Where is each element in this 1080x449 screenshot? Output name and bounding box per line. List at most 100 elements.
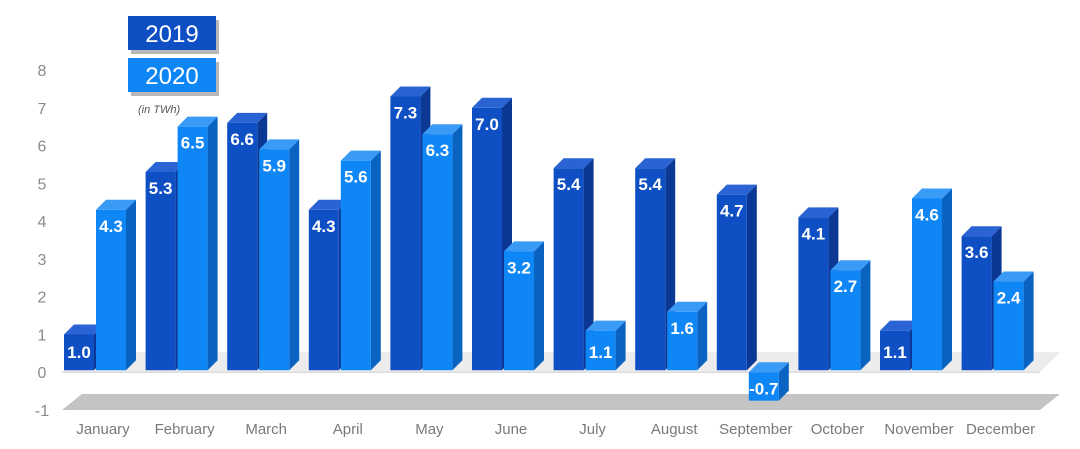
data-label: 4.3 [99,217,123,236]
data-label: 6.5 [181,134,205,153]
bar-top [667,301,708,312]
bar-top [177,116,218,127]
y-tick-label: 7 [38,101,47,118]
bar-front [504,251,534,371]
bar: 1.6 [667,301,708,371]
bar: 5.4 [635,158,676,371]
data-label: 5.6 [344,168,368,187]
bar-front [667,311,698,371]
bar: 4.3 [96,199,136,371]
bar-top [585,320,626,331]
data-label: 3.6 [965,243,989,262]
bar-front [64,334,94,371]
bar-front [308,209,339,371]
data-label: 7.3 [394,103,418,122]
bar-side [207,116,218,371]
bar: -0.7 [748,362,789,401]
x-tick-label: May [415,421,444,438]
bar-top [390,86,431,97]
bar-top [880,320,920,331]
bar-side [942,188,952,371]
y-tick-label: 1 [38,327,47,344]
data-label: 1.0 [67,343,91,362]
y-axis: -1 0 1 2 3 4 5 6 7 8 [35,63,49,420]
x-tick-label: February [155,421,216,438]
bar-top [504,241,544,252]
data-label: -0.7 [749,380,778,399]
bar: 2.7 [830,260,871,371]
bar-top [340,150,381,161]
data-label: 1.1 [883,343,907,362]
data-label: 7.0 [475,115,499,134]
data-label: 4.6 [915,205,939,224]
bar: 6.3 [422,124,463,371]
bar-front [830,270,861,371]
bar-top [993,271,1034,282]
bar-top [748,362,789,373]
y-tick-label: 5 [38,176,47,193]
bar-top [961,226,1002,237]
legend: 2019 2020 [128,16,219,96]
x-tick-label: June [495,421,528,438]
y-tick-label: 2 [38,290,47,307]
y-tick-label: 8 [38,63,47,80]
bar-front [177,126,208,371]
bar: 4.7 [716,184,757,371]
x-tick-label: September [719,421,792,438]
legend-label: 2020 [145,63,198,90]
bar: 2.4 [993,271,1034,371]
bar: 3.6 [961,226,1002,371]
bar: 4.6 [912,188,952,371]
bar-side [370,150,381,371]
data-label: 3.2 [507,258,531,277]
bar: 5.6 [340,150,381,371]
bar-front [96,209,126,371]
bar-front [227,122,258,371]
y-tick-label: 4 [38,214,47,231]
legend-swatch [128,16,216,50]
data-label: 1.6 [670,319,694,338]
bar-top [422,124,463,135]
bar: 6.5 [177,116,218,371]
data-label: 4.3 [312,217,336,236]
y-tick-label: -1 [35,403,49,420]
bar-top [716,184,757,195]
bar-front [259,149,290,371]
unit-note: (in TWh) [138,104,181,116]
bar-front [635,168,666,371]
bar-front [748,372,779,401]
x-tick-label: November [884,421,953,438]
x-tick-label: March [245,421,287,438]
bar: 3.2 [504,241,544,371]
bar-top [227,112,268,123]
bar-side [1023,271,1034,371]
bar-side [860,260,871,371]
legend-swatch [128,58,216,92]
data-label: 4.1 [802,224,826,243]
x-tick-label: December [966,421,1035,438]
bar-top [635,158,676,169]
bar-front [340,160,371,371]
floor-slab [62,394,1060,410]
y-tick-label: 6 [38,139,47,156]
x-tick-label: January [76,421,130,438]
bar-front [798,217,829,371]
x-tick-label: August [651,421,699,438]
bar: 5.4 [553,158,594,371]
bar-side [126,199,136,371]
legend-item: 2020 [128,58,219,96]
bar: 1.1 [585,320,626,371]
bar-front [585,330,616,371]
legend-item: 2019 [128,16,219,54]
bar-front [961,236,992,371]
bar: 7.0 [472,97,512,371]
y-tick-label: 0 [38,365,47,382]
bar-top [145,162,186,172]
data-label: 5.9 [262,156,286,175]
bar-front [422,134,453,371]
data-label: 5.4 [557,175,581,194]
bar-top [553,158,594,169]
bars: 1.0 4.3 5.3 6.5 6.6 5.9 4.3 5.6 7.3 6.3 7.0 3.2 5.4 1… [64,86,1034,401]
